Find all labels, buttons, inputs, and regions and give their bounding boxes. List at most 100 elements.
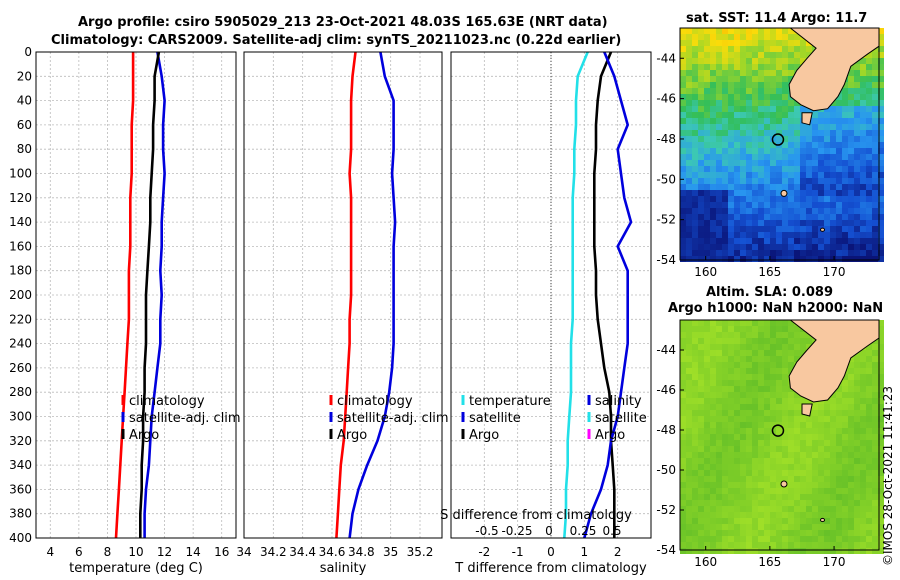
map-cell [692, 88, 698, 94]
map-cell [740, 428, 746, 434]
map-cell [818, 238, 824, 244]
map-cell [866, 82, 872, 88]
map-cell [680, 530, 686, 536]
map-cell [770, 374, 776, 380]
map-cell [728, 106, 734, 112]
map-cell [680, 214, 686, 220]
map-cell [782, 494, 788, 500]
map-cell [854, 70, 860, 76]
map-cell [686, 202, 692, 208]
map-cell [692, 470, 698, 476]
map-cell [878, 166, 884, 172]
map-cell [686, 494, 692, 500]
map-cell [734, 518, 740, 524]
map-cell [854, 362, 860, 368]
map-cell [764, 82, 770, 88]
map-cell [866, 446, 872, 452]
map-cell [692, 172, 698, 178]
map-cell [848, 386, 854, 392]
map-cell [704, 46, 710, 52]
x-tick-label: 35 [383, 545, 398, 559]
map-cell [734, 202, 740, 208]
map-cell [782, 88, 788, 94]
map-cell [872, 82, 878, 88]
map-cell [752, 226, 758, 232]
map-cell [680, 70, 686, 76]
map-cell [770, 70, 776, 76]
map-cell [818, 428, 824, 434]
map-y-tick-label: -48 [656, 423, 676, 437]
map-cell [680, 256, 686, 262]
map-cell [752, 220, 758, 226]
map-cell [830, 470, 836, 476]
map-cell [680, 332, 686, 338]
map-cell [716, 106, 722, 112]
map-cell [836, 142, 842, 148]
map-cell [704, 320, 710, 326]
map-cell [710, 94, 716, 100]
map-cell [758, 172, 764, 178]
map-cell [866, 452, 872, 458]
map-cell [716, 452, 722, 458]
map-cell [728, 494, 734, 500]
map-cell [782, 94, 788, 100]
map-cell [734, 142, 740, 148]
map-cell [734, 220, 740, 226]
map-cell [710, 34, 716, 40]
map-cell [686, 106, 692, 112]
map-cell [722, 422, 728, 428]
map-cell [752, 214, 758, 220]
map-cell [758, 524, 764, 530]
map-cell [692, 374, 698, 380]
map-cell [680, 344, 686, 350]
map-cell [752, 160, 758, 166]
map-cell [866, 70, 872, 76]
map-cell [680, 64, 686, 70]
map-cell [740, 470, 746, 476]
map-cell [734, 548, 740, 554]
map-cell [848, 506, 854, 512]
map-cell [680, 518, 686, 524]
map-cell [806, 220, 812, 226]
map-cell [782, 82, 788, 88]
map-cell [734, 256, 740, 262]
map-cell [782, 40, 788, 46]
map-cell [698, 88, 704, 94]
map-cell [830, 238, 836, 244]
map-cell [794, 512, 800, 518]
map-cell [752, 416, 758, 422]
map-cell [704, 380, 710, 386]
map-cell [776, 106, 782, 112]
map-cell [692, 506, 698, 512]
map-cell [710, 202, 716, 208]
map-cell [686, 40, 692, 46]
map-cell [860, 232, 866, 238]
map-cell [794, 136, 800, 142]
map-cell [854, 106, 860, 112]
map-cell [782, 202, 788, 208]
map-cell [842, 458, 848, 464]
map-cell [752, 58, 758, 64]
map-cell [722, 208, 728, 214]
map-cell [800, 178, 806, 184]
map-cell [854, 220, 860, 226]
sst-map-title: sat. SST: 11.4 Argo: 11.7 [686, 11, 868, 26]
map-cell [878, 208, 884, 214]
map-cell [824, 244, 830, 250]
map-cell [716, 458, 722, 464]
map-cell [872, 184, 878, 190]
map-cell [854, 452, 860, 458]
map-cell [752, 184, 758, 190]
map-cell [734, 178, 740, 184]
map-cell [704, 244, 710, 250]
map-cell [782, 76, 788, 82]
map-cell [830, 250, 836, 256]
map-cell [692, 244, 698, 250]
map-cell [698, 166, 704, 172]
map-cell [878, 232, 884, 238]
map-cell [818, 482, 824, 488]
map-cell [710, 70, 716, 76]
x-tick-label: 34.6 [319, 545, 346, 559]
map-cell [788, 410, 794, 416]
map-cell [872, 148, 878, 154]
